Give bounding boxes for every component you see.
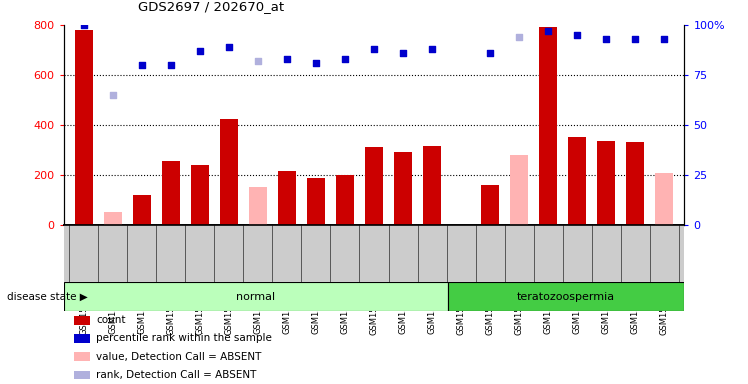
Bar — [191, 165, 209, 225]
Bar — [162, 161, 180, 225]
Point — [629, 36, 641, 42]
Bar — [568, 137, 586, 225]
Bar — [74, 352, 90, 361]
Point — [281, 56, 293, 62]
Point — [194, 48, 206, 54]
Point — [136, 62, 148, 68]
Text: GDS2697 / 202670_at: GDS2697 / 202670_at — [138, 0, 284, 13]
Bar — [278, 171, 295, 225]
Bar — [626, 142, 644, 225]
Point — [600, 36, 612, 42]
Point — [542, 28, 554, 34]
Point — [397, 50, 409, 56]
Text: disease state ▶: disease state ▶ — [7, 291, 88, 302]
Bar — [510, 155, 528, 225]
Bar — [394, 152, 411, 225]
Bar — [76, 30, 93, 225]
Point — [310, 60, 322, 66]
Bar — [74, 316, 90, 324]
Point — [165, 62, 177, 68]
Point — [223, 44, 235, 50]
Point — [571, 32, 583, 38]
Bar — [307, 179, 325, 225]
Bar — [539, 28, 557, 225]
Point — [426, 46, 438, 52]
Bar — [655, 174, 672, 225]
Text: percentile rank within the sample: percentile rank within the sample — [96, 333, 272, 343]
Bar — [598, 141, 615, 225]
Point — [658, 36, 670, 42]
Bar — [133, 195, 150, 225]
Point — [339, 56, 351, 62]
Bar — [74, 371, 90, 379]
Point — [107, 92, 119, 98]
Bar — [365, 147, 383, 225]
Bar — [64, 282, 448, 311]
Bar — [423, 146, 441, 225]
Bar — [74, 334, 90, 343]
Bar — [448, 282, 684, 311]
Text: value, Detection Call = ABSENT: value, Detection Call = ABSENT — [96, 352, 262, 362]
Point — [368, 46, 380, 52]
Text: normal: normal — [236, 291, 275, 302]
Text: teratozoospermia: teratozoospermia — [517, 291, 615, 302]
Bar — [104, 212, 122, 225]
Bar — [482, 185, 499, 225]
Point — [252, 58, 264, 64]
Bar — [220, 119, 238, 225]
Bar — [249, 187, 266, 225]
Text: rank, Detection Call = ABSENT: rank, Detection Call = ABSENT — [96, 370, 257, 380]
Point — [513, 34, 525, 40]
Bar — [337, 175, 354, 225]
Text: count: count — [96, 315, 126, 325]
Point — [484, 50, 496, 56]
Point — [78, 22, 90, 28]
